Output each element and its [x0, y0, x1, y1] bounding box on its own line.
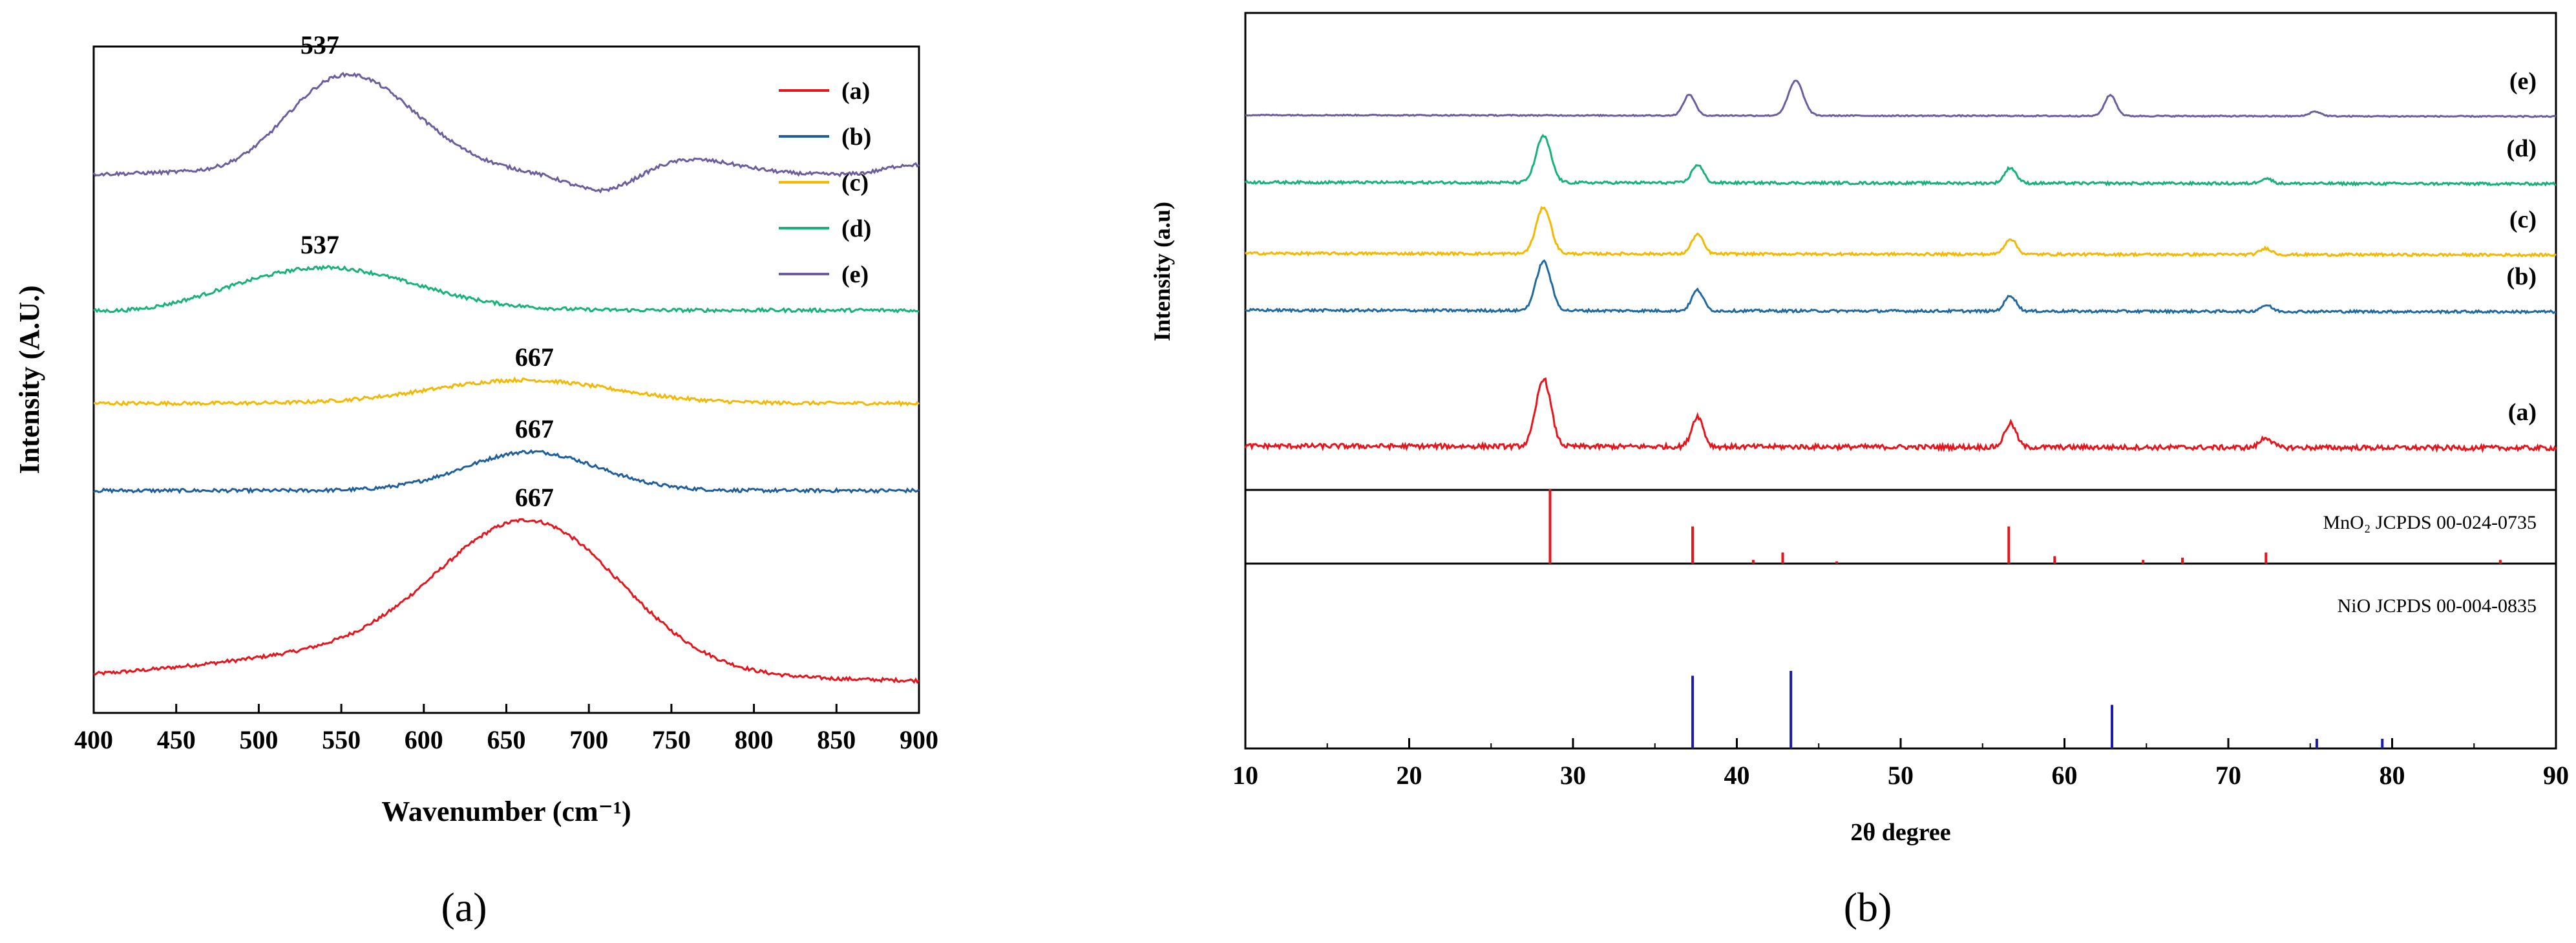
- panel-b-x-tick-label: 50: [1888, 761, 1914, 790]
- panel-a-peak-annotation: 537: [301, 230, 339, 259]
- panel-a-series-b: [93, 449, 920, 494]
- panel-b-x-tick-label: 80: [2380, 761, 2405, 790]
- panel-a-peak-annotation: 537: [301, 30, 339, 59]
- panel-a-x-tick-label: 750: [652, 725, 691, 754]
- panel-a-x-tick-label: 500: [239, 725, 278, 754]
- panel-a-legend-label: (d): [841, 215, 871, 242]
- panel-b-label: (b): [1844, 884, 1892, 930]
- panel-b-reference-label: MnO₂ JCPDS 00-024-0735: [2323, 512, 2537, 533]
- panel-a-legend-label: (b): [841, 123, 871, 151]
- panel-a-x-tick-label: 550: [322, 725, 361, 754]
- panel-b-y-axis-label: Intensity (a.u): [1149, 202, 1175, 341]
- panel-a-x-tick-label: 600: [405, 725, 443, 754]
- panel-a-x-tick-label: 800: [735, 725, 774, 754]
- panel-b-x-tick-label: 10: [1232, 761, 1258, 790]
- panel-b-pattern-label: (b): [2507, 263, 2537, 290]
- panel-a-series-e: [92, 72, 920, 194]
- panel-b-chart: (a) (b) (c) (d) (e) MnO₂ JCPDS 00-024-0735 Ni…: [1149, 12, 2569, 930]
- panel-b-x-axis-label: 2θ degree: [1850, 819, 1950, 846]
- panel-b-plot-frame: [1244, 12, 2557, 750]
- panel-b-x-tick-label: 20: [1397, 761, 1422, 790]
- panel-b-pattern-label: (a): [2508, 399, 2537, 426]
- panel-a-x-tick-label: 650: [487, 725, 526, 754]
- panel-a-legend-label: (a): [841, 78, 870, 105]
- panel-b-pattern-d: [1244, 134, 2557, 187]
- panel-a-x-tick-label: 700: [569, 725, 608, 754]
- panel-b-pattern-label: (c): [2509, 206, 2537, 233]
- panel-a-series-a: [93, 518, 920, 684]
- panel-a-peak-annotation: 667: [515, 483, 554, 512]
- panel-b-pattern-a: [1244, 377, 2557, 454]
- panel-a-label: (a): [441, 884, 487, 930]
- panel-b-pattern-label: (d): [2507, 135, 2537, 162]
- panel-a-x-tick-label: 850: [817, 725, 856, 754]
- panel-b-pattern-e: [1245, 79, 2557, 118]
- panel-a-x-tick-label: 400: [74, 725, 113, 754]
- panel-a-series-c: [93, 376, 920, 407]
- panel-a-x-tick-label: 450: [157, 725, 196, 754]
- panel-b-pattern-label: (e): [2509, 68, 2537, 95]
- panel-b-reference-label: NiO JCPDS 00-004-0835: [2338, 595, 2537, 617]
- panel-a-series-d: [93, 264, 920, 314]
- panel-b-x-tick-label: 90: [2543, 761, 2569, 790]
- panel-a-legend-label: (e): [841, 261, 869, 288]
- panel-a-x-tick-label: 900: [900, 725, 938, 754]
- panel-a-peak-annotation: 667: [515, 414, 554, 443]
- panel-a-legend-label: (c): [841, 169, 869, 196]
- panel-a-chart: 400 450 500 550 600 650 700 750 800 850 900 537 537…: [14, 30, 938, 930]
- panel-b-x-tick-label: 30: [1560, 761, 1586, 790]
- panel-a-peak-annotation: 667: [515, 343, 554, 372]
- panel-b-x-tick-label: 40: [1724, 761, 1750, 790]
- panel-b-pattern-b: [1245, 259, 2556, 315]
- panel-b-x-tick-label: 70: [2215, 761, 2241, 790]
- panel-a-y-axis-label: Intensity (A.U.): [14, 285, 45, 474]
- panel-a-x-axis-label: Wavenumber (cm⁻¹): [381, 796, 631, 827]
- panel-b-x-tick-label: 60: [2052, 761, 2078, 790]
- panel-b-pattern-c: [1244, 206, 2557, 258]
